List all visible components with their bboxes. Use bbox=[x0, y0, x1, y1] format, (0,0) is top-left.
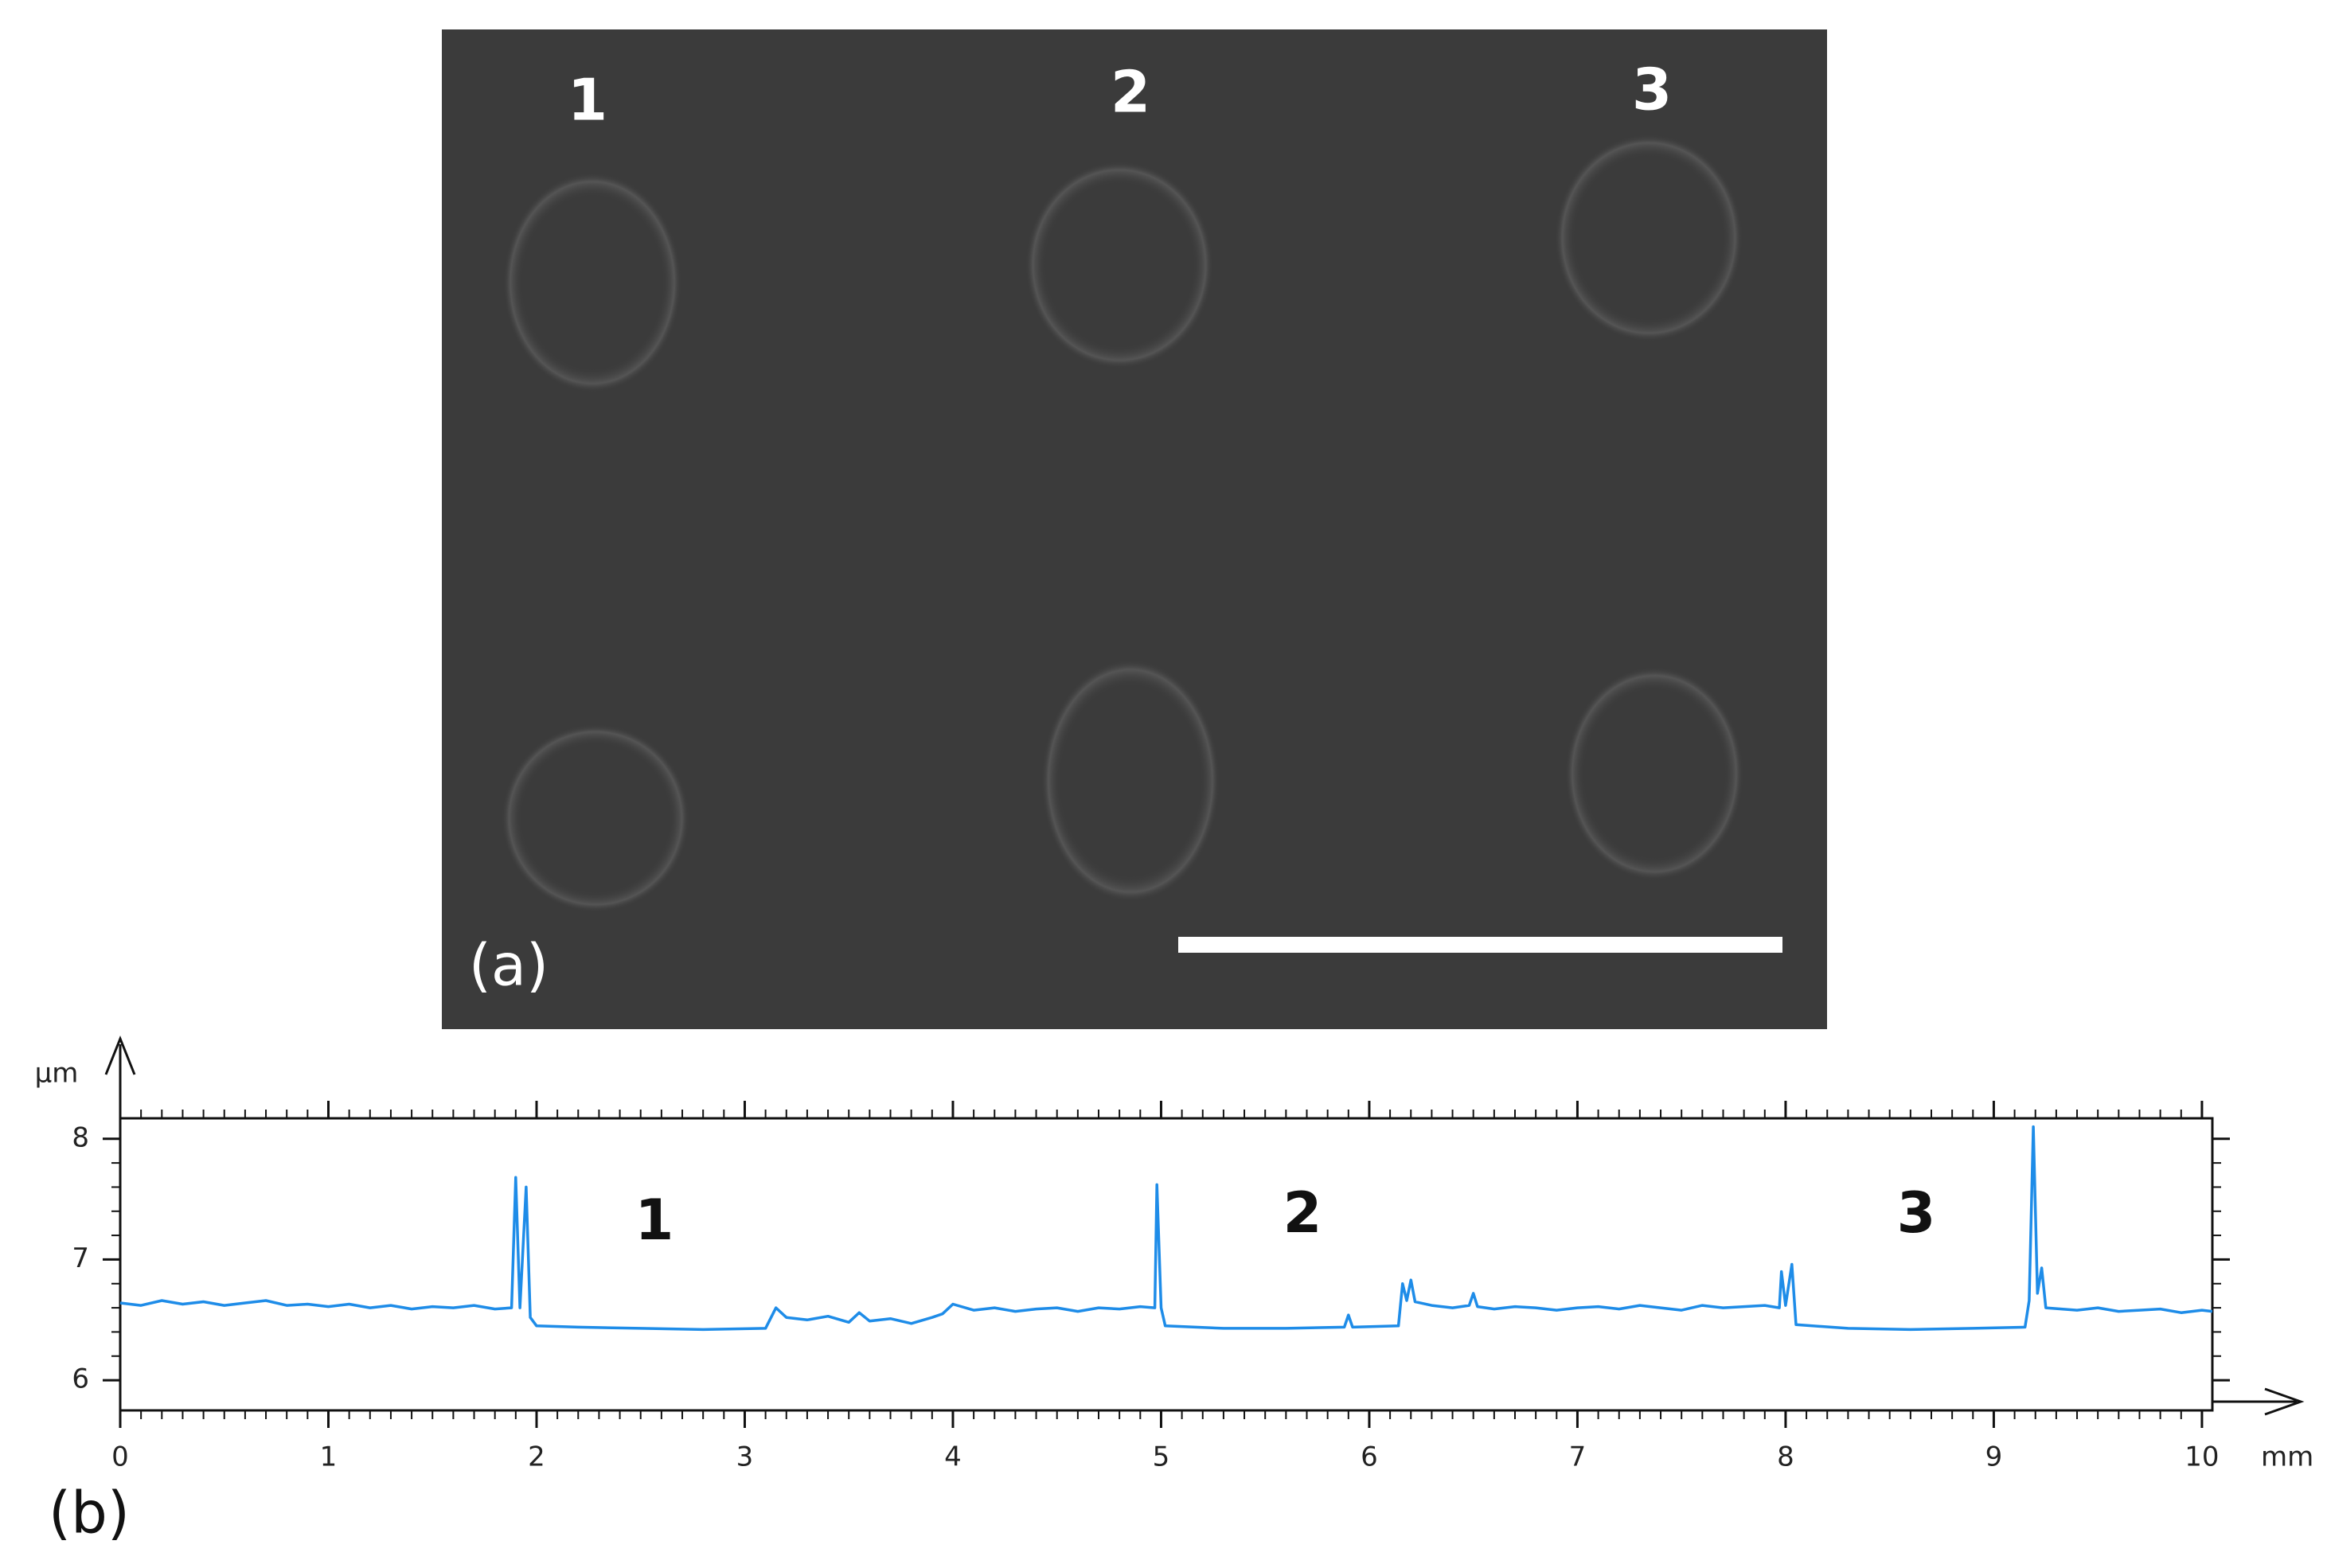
y-tick-label: 8 bbox=[72, 1121, 89, 1153]
region-label: 2 bbox=[1283, 1180, 1322, 1246]
arrow-head bbox=[104, 1035, 136, 1075]
photo-panel: 1 2 3 (a) bbox=[442, 29, 1827, 1029]
y-unit: µm bbox=[35, 1058, 79, 1090]
profile-chart: (b) µm mm 0 1 2 3 4 5 6 7 8 9 10 6 7 8 1 2 3 bbox=[35, 1035, 2313, 1547]
photo-label: 1 bbox=[568, 67, 607, 134]
x-unit: mm bbox=[2261, 1441, 2313, 1473]
plot-frame bbox=[119, 1117, 2214, 1412]
panel-label: (b) bbox=[49, 1480, 130, 1547]
spot bbox=[1041, 660, 1220, 902]
panel-label: (a) bbox=[469, 932, 549, 999]
x-tick-label: 5 bbox=[1153, 1441, 1170, 1473]
profile-line bbox=[119, 1125, 2213, 1332]
spot bbox=[502, 724, 689, 912]
photo-label: 2 bbox=[1111, 59, 1150, 126]
region-label: 1 bbox=[635, 1188, 674, 1253]
spot bbox=[503, 173, 681, 392]
x-tick-label: 9 bbox=[1985, 1441, 2003, 1473]
x-tick-label: 6 bbox=[1361, 1441, 1378, 1473]
x-tick-label: 7 bbox=[1569, 1441, 1587, 1473]
spot bbox=[1555, 135, 1743, 341]
y-tick-label: 7 bbox=[72, 1242, 89, 1274]
scale-bar bbox=[1178, 937, 1782, 953]
photo-label: 3 bbox=[1632, 57, 1672, 123]
x-tick-label: 8 bbox=[1777, 1441, 1794, 1473]
x-tick-label: 1 bbox=[320, 1441, 338, 1473]
x-tick-label: 4 bbox=[944, 1441, 962, 1473]
y-tick-label: 6 bbox=[72, 1363, 89, 1395]
arrow-head bbox=[2264, 1387, 2305, 1416]
spot bbox=[1565, 667, 1743, 880]
x-tick-label: 10 bbox=[2184, 1441, 2219, 1473]
x-tick-label: 2 bbox=[528, 1441, 545, 1473]
region-label: 3 bbox=[1897, 1180, 1936, 1246]
x-tick-label: 3 bbox=[736, 1441, 754, 1473]
spot bbox=[1025, 162, 1213, 369]
x-tick-label: 0 bbox=[111, 1441, 129, 1473]
